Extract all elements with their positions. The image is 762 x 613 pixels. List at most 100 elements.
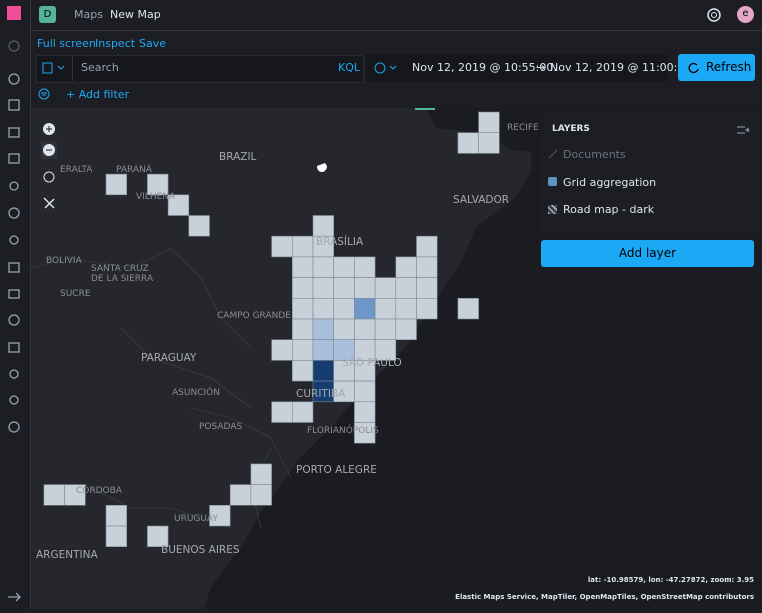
end-date[interactable]: Nov 12, 2019 @ 11:00:00.: [550, 61, 695, 74]
grid-cell: [354, 298, 376, 320]
grid-cell: [291, 401, 314, 423]
grid-cell: [416, 235, 438, 258]
grid-cell: [374, 298, 397, 320]
map-label: ARGENTINA: [36, 549, 98, 561]
date-arrow: →: [536, 61, 546, 74]
map-label: SÃO PAULO: [342, 356, 402, 369]
grid-cell: [312, 360, 335, 382]
search-input[interactable]: Search: [81, 61, 119, 74]
refresh-button[interactable]: Refresh: [678, 54, 755, 81]
map-control-icons: [41, 123, 57, 209]
saved-query-icon: [42, 62, 65, 74]
map-coordinates: lat: -10.98579, lon: -47.27872, zoom: 3.…: [587, 576, 754, 584]
map-label: DE LA SIERRA: [91, 274, 154, 284]
map-label: BRASÍLIA: [316, 235, 364, 248]
grid-cell: [105, 504, 128, 527]
logo[interactable]: [7, 6, 21, 20]
grid-cell: [333, 298, 355, 320]
map-label: POSADAS: [199, 422, 242, 432]
grid-cell: [43, 484, 65, 506]
start-date[interactable]: Nov 12, 2019 @ 10:55:00.: [412, 61, 557, 74]
grid-cell: [374, 318, 397, 341]
map-label: SALVADOR: [453, 194, 509, 206]
map-label: FLORIANÓPOLIS: [307, 424, 379, 436]
add-filter[interactable]: + Add filter: [66, 88, 130, 101]
refresh-label: Refresh: [706, 60, 752, 74]
grid-cell: [312, 318, 335, 341]
filter-icon[interactable]: [37, 87, 51, 101]
grid-cell: [374, 277, 397, 299]
breadcrumb[interactable]: Maps: [74, 8, 103, 21]
layer-swatch: [548, 205, 557, 214]
map-label: URUGUAY: [174, 514, 218, 524]
grid-cell: [333, 318, 355, 341]
grid-cell: [167, 194, 190, 216]
map-label: ASUNCIÓN: [172, 386, 220, 398]
map-labels: RECIFE BRAZIL SALVADOR BRASÍLIA BOLIVIA SANTA…: [36, 123, 539, 561]
query-bar: [36, 55, 364, 83]
grid-cell: [478, 111, 500, 134]
grid-cell: [333, 277, 355, 299]
locate[interactable]: [43, 171, 55, 183]
cursor: [317, 163, 327, 172]
sidebar-icons: [7, 6, 21, 602]
zoom-in[interactable]: [43, 123, 55, 135]
user-avatar[interactable]: e: [737, 6, 754, 23]
map-label: PARAGUAY: [141, 352, 197, 364]
menu-link[interactable]: Inspect: [95, 37, 136, 50]
grid-cell: [105, 525, 128, 548]
grid-cell: [416, 298, 438, 320]
grid-cell: [291, 360, 314, 382]
layer-swatch: [548, 177, 557, 186]
map-label: SUCRE: [60, 289, 91, 299]
refresh-icon: [688, 62, 699, 74]
layer-name[interactable]: Road map - dark: [563, 203, 655, 216]
grid-cell: [147, 525, 169, 548]
grid-cell: [312, 339, 335, 361]
grid-cell: [374, 339, 397, 361]
grid-cell: [478, 132, 500, 154]
grid-cell: [250, 484, 272, 506]
map-label: CAMPO GRANDE: [217, 311, 291, 321]
grid-cell: [333, 256, 355, 278]
grid-cell: [354, 401, 376, 423]
grid-aggregation: [43, 111, 500, 548]
map-label: ERALTA: [60, 165, 93, 175]
map-controls: [36, 118, 62, 214]
grid-cell: [457, 132, 479, 154]
layers-title: LAYERS: [552, 124, 590, 134]
grid-cell: [229, 484, 252, 506]
grid-cell: [457, 298, 479, 320]
zoom-out[interactable]: [41, 141, 57, 159]
menu-link[interactable]: Save: [139, 37, 167, 50]
saved-query-button[interactable]: [36, 55, 73, 81]
help-icon[interactable]: [706, 7, 722, 23]
menu-link[interactable]: Full screen: [37, 37, 96, 50]
tools[interactable]: [43, 197, 55, 209]
map-label: PORTO ALEGRE: [296, 464, 377, 476]
grid-cell: [312, 277, 335, 299]
date-picker: [366, 55, 668, 81]
add-layer-button[interactable]: Add layer: [541, 240, 754, 267]
map-label: VILHENA: [136, 192, 176, 202]
grid-cell: [209, 504, 231, 527]
map-label: BRAZIL: [219, 151, 257, 163]
grid-cell: [312, 256, 335, 278]
grid-cell: [395, 318, 417, 341]
attribution: Elastic Maps Service, MapTiler, OpenMapT…: [455, 593, 754, 601]
space-avatar[interactable]: D: [39, 6, 56, 23]
grid-cell: [291, 235, 314, 258]
quick-menu[interactable]: [372, 60, 402, 76]
grid-cell: [64, 484, 86, 506]
grid-cell: [416, 277, 438, 299]
grid-cell: [312, 215, 335, 237]
layer-name[interactable]: Grid aggregation: [563, 176, 657, 189]
query-language[interactable]: KQL: [338, 61, 360, 74]
collapse-panel[interactable]: [736, 124, 750, 136]
map-label: CÓRDOBA: [76, 484, 123, 496]
documents-icon: [548, 149, 558, 159]
map-label: CURITIBA: [296, 388, 346, 400]
breadcrumb: New Map: [110, 8, 161, 21]
header: D Maps New Map e: [30, 0, 762, 31]
layer-name[interactable]: Documents: [563, 148, 626, 161]
